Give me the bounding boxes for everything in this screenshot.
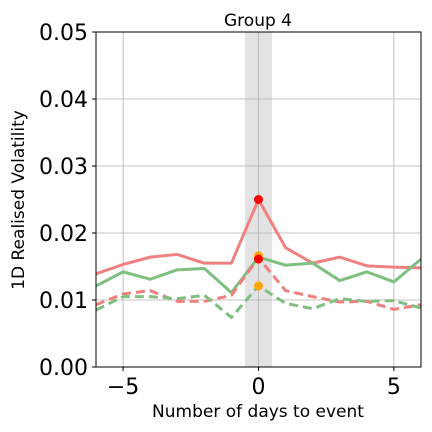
y-tick-label: 0.00 xyxy=(39,356,88,381)
plot-area xyxy=(95,31,422,368)
chart-title: Group 4 xyxy=(224,11,292,31)
y-tick-label: 0.03 xyxy=(39,155,88,180)
tick-labels: −5 0 5 0.00 0.01 0.02 0.03 0.04 0.05 xyxy=(39,21,401,400)
x-tick-label: 0 xyxy=(252,375,266,400)
event-marker-4 xyxy=(254,281,263,291)
y-tick-label: 0.05 xyxy=(39,21,88,46)
y-tick-label: 0.04 xyxy=(39,88,88,113)
y-tick-label: 0.02 xyxy=(39,222,88,247)
event-marker-3 xyxy=(254,254,263,264)
x-tick-label: −5 xyxy=(107,375,139,400)
y-tick-label: 0.01 xyxy=(39,289,88,314)
event-marker-1 xyxy=(254,195,263,204)
x-tick-label: 5 xyxy=(387,375,401,400)
x-axis-label: Number of days to event xyxy=(152,402,364,422)
y-axis-label: 1D Realised Volatility xyxy=(9,110,29,290)
